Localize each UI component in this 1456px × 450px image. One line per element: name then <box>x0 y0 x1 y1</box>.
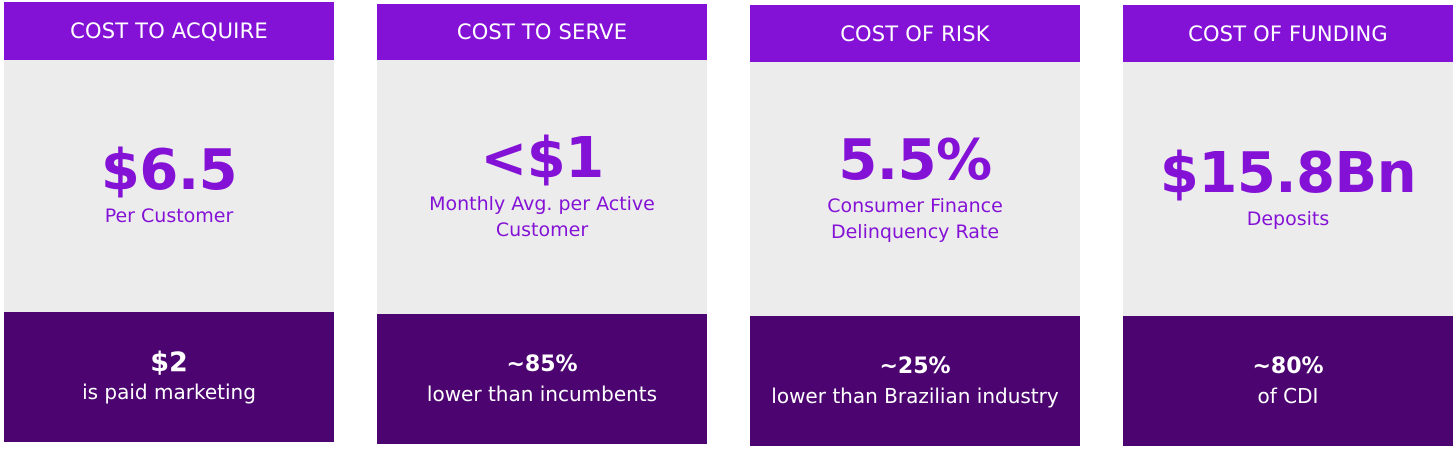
note-value: ~80% <box>1252 354 1324 379</box>
card-header: COST TO ACQUIRE <box>4 2 334 60</box>
metric-value: $15.8Bn <box>1159 141 1417 206</box>
note-text: lower than incumbents <box>426 382 658 406</box>
card-note-panel: $2 is paid marketing <box>4 312 334 442</box>
metric-value: $6.5 <box>100 138 238 203</box>
card-note-panel: ~85% lower than incumbents <box>377 314 707 444</box>
card-title: COST OF FUNDING <box>1188 21 1388 46</box>
metric-value: <$1 <box>480 126 604 191</box>
note-text: is paid marketing <box>82 380 256 404</box>
metric-value: 5.5% <box>838 128 992 193</box>
card-title: COST OF RISK <box>840 21 990 46</box>
card-title: COST TO SERVE <box>456 20 628 44</box>
card-title: COST TO ACQUIRE <box>70 19 268 43</box>
metric-label: Deposits <box>1246 208 1330 230</box>
card-note-panel: ~80% of CDI <box>1123 316 1453 446</box>
card-cost-to-serve: COST TO SERVE <$1 Monthly Avg. per Activ… <box>377 4 707 444</box>
card-cost-of-funding: COST OF FUNDING $15.8Bn Deposits ~80% of… <box>1123 5 1453 446</box>
card-metric-panel: $6.5 Per Customer <box>4 60 334 312</box>
metric-label: Monthly Avg. per Active Customer <box>429 193 655 241</box>
note-text: lower than Brazilian industry <box>771 384 1059 408</box>
note-value: $2 <box>150 347 188 378</box>
note-text: of CDI <box>1257 384 1319 408</box>
card-cost-to-acquire: COST TO ACQUIRE $6.5 Per Customer $2 is … <box>4 2 334 442</box>
card-header: COST OF FUNDING <box>1123 5 1453 62</box>
card-cost-of-risk: COST OF RISK 5.5% Consumer Finance Delin… <box>750 5 1080 446</box>
card-header: COST TO SERVE <box>377 4 707 60</box>
metric-label: Per Customer <box>104 205 234 227</box>
card-metric-panel: $15.8Bn Deposits <box>1123 62 1453 316</box>
card-note-panel: ~25% lower than Brazilian industry <box>750 316 1080 446</box>
card-header: COST OF RISK <box>750 5 1080 62</box>
note-value: ~85% <box>506 352 578 377</box>
card-metric-panel: 5.5% Consumer Finance Delinquency Rate <box>750 62 1080 316</box>
card-metric-panel: <$1 Monthly Avg. per Active Customer <box>377 60 707 314</box>
note-value: ~25% <box>879 354 951 379</box>
metric-label: Consumer Finance Delinquency Rate <box>827 195 1003 243</box>
